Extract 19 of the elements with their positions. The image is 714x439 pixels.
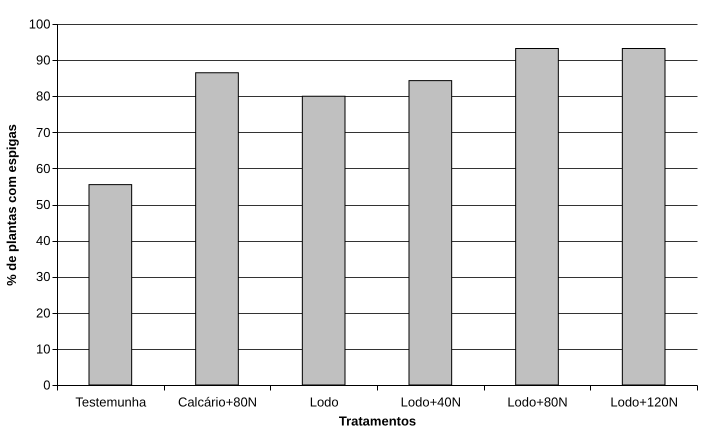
y-axis-title: % de plantas com espigas <box>4 124 19 286</box>
x-tick-label: Lodo+80N <box>507 394 568 410</box>
y-tick-label: 80 <box>36 88 50 104</box>
y-tick-label: 20 <box>36 305 50 320</box>
y-tick-label: 90 <box>36 52 50 68</box>
x-tick-label: Lodo+40N <box>400 394 462 410</box>
x-tick-label: Testemunha <box>75 394 148 410</box>
y-tick-label: 100 <box>28 16 50 32</box>
y-tick-label: 60 <box>36 160 50 176</box>
x-tick-label: Lodo <box>310 394 339 410</box>
y-tick-label: 30 <box>36 269 50 284</box>
y-tick-label: 10 <box>36 341 50 356</box>
y-tick-label: 0 <box>43 378 50 392</box>
x-tick-label: Calcário+80N <box>178 394 258 410</box>
y-tick-label: 70 <box>36 124 50 140</box>
y-tick-label: 40 <box>36 233 50 248</box>
y-tick-label: 50 <box>36 197 50 212</box>
x-axis-title: Tratamentos <box>338 414 416 428</box>
x-tick-label: Lodo+120N <box>610 394 678 410</box>
